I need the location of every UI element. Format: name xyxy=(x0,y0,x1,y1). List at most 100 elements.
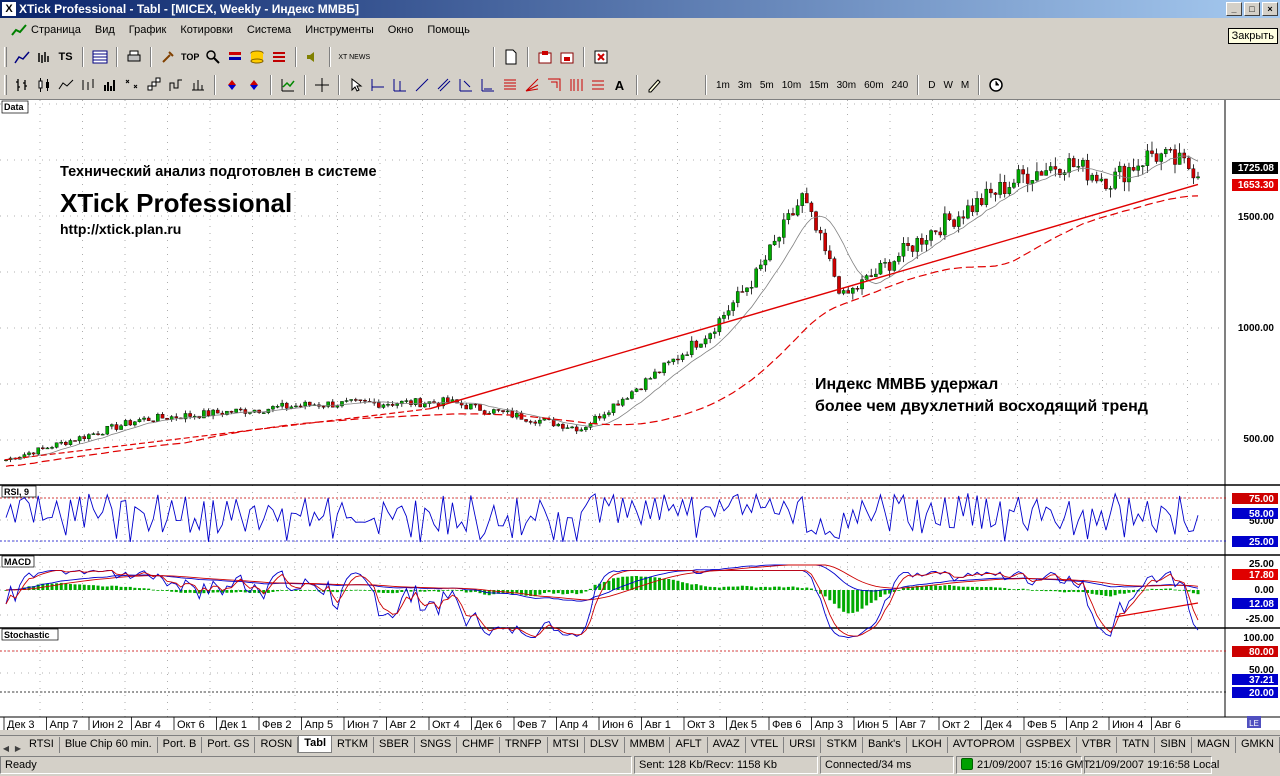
minimize-button[interactable]: _ xyxy=(1226,2,1242,16)
fib-time-icon[interactable] xyxy=(565,75,586,96)
new-page-icon[interactable] xyxy=(500,47,521,68)
maximize-button[interactable]: □ xyxy=(1244,2,1260,16)
close-button[interactable]: × xyxy=(1262,2,1278,16)
tab-tabl[interactable]: Tabl xyxy=(298,736,333,753)
ohlc-bars-icon[interactable] xyxy=(11,75,32,96)
search-icon[interactable] xyxy=(202,47,223,68)
tab-rtsi[interactable]: RTSI xyxy=(24,737,60,753)
tf-5m[interactable]: 5m xyxy=(759,79,774,91)
tab-avtoprom[interactable]: AVTOPROM xyxy=(948,737,1021,753)
hlc-icon[interactable] xyxy=(77,75,98,96)
menu-view[interactable]: Вид xyxy=(94,24,115,36)
tab-port-gs[interactable]: Port. GS xyxy=(202,737,256,753)
menu-quotes[interactable]: Котировки xyxy=(180,24,233,36)
database-icon[interactable] xyxy=(246,47,267,68)
fibonacci-icon[interactable] xyxy=(499,75,520,96)
tools-icon[interactable] xyxy=(157,47,178,68)
tab-gmkn[interactable]: GMKN xyxy=(1236,737,1280,753)
scroll-right-icon[interactable] xyxy=(243,75,264,96)
kagi-icon[interactable] xyxy=(165,75,186,96)
menu-tools[interactable]: Инструменты xyxy=(305,24,374,36)
tab-rtkm[interactable]: RTKM xyxy=(332,737,375,753)
menu-window[interactable]: Окно xyxy=(387,24,414,36)
menu-chart[interactable]: График xyxy=(128,24,167,36)
line-icon[interactable] xyxy=(55,75,76,96)
ts-button[interactable]: TS xyxy=(58,51,73,63)
tf-m[interactable]: M xyxy=(960,79,970,91)
pen-icon[interactable] xyxy=(643,75,664,96)
tab-gspbex[interactable]: GSPBEX xyxy=(1021,737,1077,753)
menu-page[interactable]: Страница xyxy=(4,23,88,37)
tab-blue-chip-60-min-[interactable]: Blue Chip 60 min. xyxy=(60,737,158,753)
bar-chart-icon[interactable] xyxy=(33,47,54,68)
tab-dlsv[interactable]: DLSV xyxy=(585,737,625,753)
tf-3m[interactable]: 3m xyxy=(737,79,752,91)
tab-scroll-left-icon[interactable]: ◀ xyxy=(2,744,10,753)
point-figure-icon[interactable] xyxy=(121,75,142,96)
tab-scroll-right-icon[interactable]: ▶ xyxy=(14,744,22,753)
print-icon[interactable] xyxy=(123,47,144,68)
vline-icon[interactable] xyxy=(389,75,410,96)
tab-ursi[interactable]: URSI xyxy=(784,737,822,753)
arc-icon[interactable] xyxy=(455,75,476,96)
channel-icon[interactable] xyxy=(433,75,454,96)
text-tool-icon[interactable]: A xyxy=(614,77,625,93)
tab-avaz[interactable]: AVAZ xyxy=(708,737,746,753)
tf-1m[interactable]: 1m xyxy=(716,79,730,91)
line-chart-icon[interactable] xyxy=(11,47,32,68)
tab-tatn[interactable]: TATN xyxy=(1117,737,1156,753)
indicator-icon[interactable] xyxy=(277,75,298,96)
chart-window[interactable]: Data RSI, 9 MACD Stochastic 1500.00 1000… xyxy=(0,99,1280,731)
scroll-left-icon[interactable] xyxy=(221,75,242,96)
trendline-icon[interactable] xyxy=(411,75,432,96)
tab-sber[interactable]: SBER xyxy=(374,737,415,753)
tab-vtbr[interactable]: VTBR xyxy=(1077,737,1118,753)
fib-fan-icon[interactable] xyxy=(521,75,542,96)
tab-mtsi[interactable]: MTSI xyxy=(548,737,585,753)
delete-icon[interactable] xyxy=(590,47,611,68)
menu-help[interactable]: Помощь xyxy=(427,24,470,36)
andrews-icon[interactable] xyxy=(587,75,608,96)
tab-bank-s[interactable]: Bank's xyxy=(863,737,907,753)
tf-w[interactable]: W xyxy=(943,79,953,91)
candles-icon[interactable] xyxy=(33,75,54,96)
tf-60m[interactable]: 60m xyxy=(864,79,884,91)
sound-icon[interactable] xyxy=(302,47,323,68)
tab-sngs[interactable]: SNGS xyxy=(415,737,458,753)
tab-chmf[interactable]: CHMF xyxy=(457,737,500,753)
tab-rosn[interactable]: ROSN xyxy=(255,737,299,753)
breakout-icon[interactable] xyxy=(187,75,208,96)
hline-icon[interactable] xyxy=(367,75,388,96)
clock-icon[interactable] xyxy=(985,75,1006,96)
tab-vtel[interactable]: VTEL xyxy=(746,737,785,753)
toolbar-grip[interactable] xyxy=(4,47,7,67)
tf-d[interactable]: D xyxy=(928,79,936,91)
crosshair-icon[interactable] xyxy=(311,75,332,96)
tab-stkm[interactable]: STKM xyxy=(821,737,864,753)
scale-icon[interactable]: LE xyxy=(1249,719,1259,728)
chart-canvas[interactable]: Data RSI, 9 MACD Stochastic 1500.00 1000… xyxy=(0,100,1280,731)
fan-icon[interactable] xyxy=(477,75,498,96)
renko-icon[interactable] xyxy=(143,75,164,96)
tf-10m[interactable]: 10m xyxy=(781,79,802,91)
tab-port-b[interactable]: Port. B xyxy=(158,737,203,753)
tab-sibn[interactable]: SIBN xyxy=(1155,737,1192,753)
news-button[interactable]: XT NEWS xyxy=(338,53,371,61)
tab-lkoh[interactable]: LKOH xyxy=(907,737,948,753)
export-icon[interactable] xyxy=(534,47,555,68)
import-icon[interactable] xyxy=(556,47,577,68)
list-icon[interactable] xyxy=(268,47,289,68)
tab-mmbm[interactable]: MMBM xyxy=(625,737,671,753)
volume-icon[interactable] xyxy=(99,75,120,96)
tab-trnfp[interactable]: TRNFP xyxy=(500,737,548,753)
table-icon[interactable] xyxy=(89,47,110,68)
tf-240[interactable]: 240 xyxy=(891,79,909,91)
alerts-icon[interactable] xyxy=(224,47,245,68)
tf-15m[interactable]: 15m xyxy=(809,79,829,91)
tf-30m[interactable]: 30m xyxy=(836,79,857,91)
fib-arc-icon[interactable] xyxy=(543,75,564,96)
tab-magn[interactable]: MAGN xyxy=(1192,737,1236,753)
cursor-icon[interactable] xyxy=(345,75,366,96)
top-button[interactable]: TOP xyxy=(181,52,200,62)
tab-aflt[interactable]: AFLT xyxy=(670,737,708,753)
